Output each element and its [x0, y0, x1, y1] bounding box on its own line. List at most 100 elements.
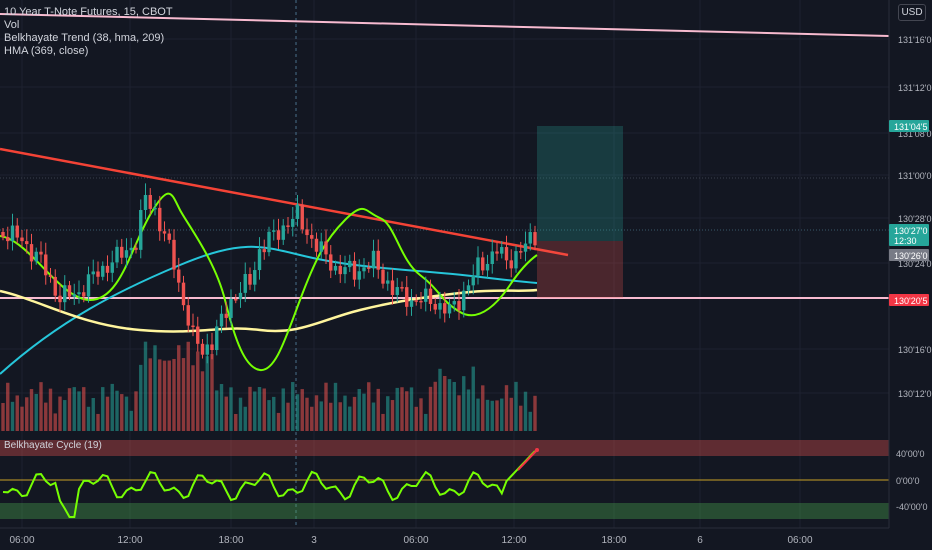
price-badge-label: 130'27'0 — [894, 226, 927, 236]
candle-body — [162, 231, 167, 234]
volume-bar — [409, 387, 414, 431]
volume-bar — [447, 379, 452, 431]
candle-body — [395, 287, 399, 295]
osc-tick-label: 0'00'0 — [896, 476, 919, 486]
volume-bar — [338, 402, 342, 431]
candle-body — [424, 288, 428, 302]
candles — [1, 183, 537, 364]
candle-body — [390, 280, 395, 295]
volume-bar — [386, 396, 390, 431]
volume-bar — [466, 389, 471, 431]
volume-bar — [248, 386, 252, 431]
candle-body — [82, 292, 86, 297]
volume-bar — [414, 406, 418, 431]
time-tick-label: 12:00 — [501, 535, 526, 546]
candle-body — [509, 260, 513, 269]
grid — [0, 0, 889, 528]
candle-body — [376, 250, 380, 270]
volume-bar — [376, 388, 380, 431]
volume-bar — [362, 393, 366, 431]
candle-body — [215, 326, 219, 351]
candle-body — [310, 235, 314, 239]
time-tick-label: 18:00 — [218, 535, 243, 546]
volume-bar — [191, 365, 195, 431]
candle-body — [405, 287, 409, 307]
volume-bar — [162, 360, 167, 431]
volume-bar — [39, 382, 43, 431]
volume-bar — [300, 389, 304, 431]
candle-body — [34, 251, 38, 262]
trendlines — [0, 13, 890, 299]
chart-title[interactable]: 10 Year T-Note Futures, 15, CBOT — [4, 6, 173, 18]
price-tick-label: 131'12'0 — [898, 83, 931, 93]
price-tick-label: 131'16'0 — [898, 35, 931, 45]
candle-body — [120, 246, 124, 258]
candle-body — [53, 276, 57, 296]
time-tick-label: 6 — [697, 535, 703, 546]
candle-body — [367, 267, 371, 269]
oscillator-label[interactable]: Belkhayate Cycle (19) — [4, 440, 102, 451]
currency-button[interactable]: USD — [898, 4, 926, 21]
candle-body — [248, 274, 252, 285]
volume-bar — [67, 388, 72, 431]
position-tool[interactable] — [537, 126, 623, 298]
candle-body — [172, 239, 176, 270]
volume-bar — [314, 395, 319, 431]
candle-body — [443, 303, 447, 314]
candle-body — [20, 237, 24, 242]
volume-bar — [324, 382, 328, 431]
volume-bar — [295, 394, 300, 431]
volume-bar — [367, 382, 371, 431]
volume-bar — [310, 406, 314, 431]
candle-body — [471, 275, 475, 286]
osc-oversold-zone — [0, 503, 889, 519]
candle-body — [333, 265, 338, 271]
candle-body — [6, 237, 10, 242]
volume-bar — [238, 397, 243, 431]
candle-body — [371, 250, 376, 269]
volume-bar — [419, 398, 423, 431]
osc-tick-label: -40'00'0 — [896, 502, 927, 512]
price-badge-label: 131'04'5 — [894, 122, 927, 132]
indicator-belkhayate-trend-label[interactable]: Belkhayate Trend (38, hma, 209) — [4, 32, 165, 44]
candle-body — [91, 271, 95, 275]
time-tick-label: 18:00 — [601, 535, 626, 546]
volume-bar — [44, 402, 48, 431]
candle-body — [105, 265, 110, 273]
upper-line — [0, 13, 890, 37]
price-tick-label: 130'28'0 — [898, 214, 931, 224]
volume-bar — [10, 401, 15, 431]
candle-body — [428, 288, 433, 304]
candle-body — [72, 294, 76, 297]
candle-body — [177, 269, 181, 283]
volume-bar — [167, 360, 171, 431]
volume-bar — [371, 402, 376, 431]
volume-bar — [77, 391, 81, 431]
volume-bars — [1, 341, 537, 431]
osc-spike-dot — [535, 448, 539, 452]
candle-body — [343, 267, 347, 275]
candle-body — [281, 225, 285, 240]
candle-body — [533, 232, 537, 246]
volume-bar — [471, 366, 475, 431]
volume-bar — [186, 341, 190, 431]
volume-bar — [457, 395, 461, 431]
time-tick-label: 06:00 — [9, 535, 34, 546]
volume-bar — [305, 397, 309, 431]
candle-body — [124, 250, 129, 258]
indicator-vol-label[interactable]: Vol — [4, 19, 20, 31]
candle-body — [200, 343, 205, 355]
volume-bar — [6, 382, 10, 431]
candle-body — [447, 304, 452, 314]
candle-body — [25, 241, 29, 245]
volume-bar — [348, 406, 352, 431]
candle-body — [129, 247, 133, 251]
indicator-hma-label[interactable]: HMA (369, close) — [4, 45, 89, 57]
candle-body — [466, 285, 471, 291]
volume-bar — [405, 391, 409, 431]
price-tick-label: 130'12'0 — [898, 389, 931, 399]
volume-bar — [272, 396, 276, 431]
candle-body — [219, 313, 224, 327]
candle-body — [300, 204, 304, 230]
